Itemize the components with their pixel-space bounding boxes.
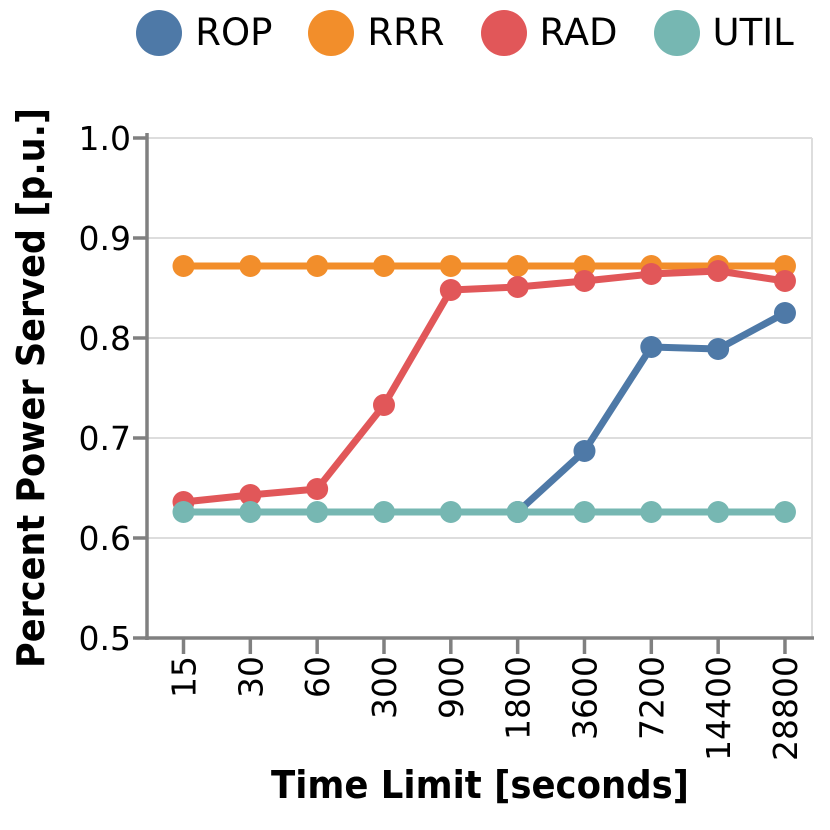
chart-generated: 0.5 0.6 0.7 0.8 0.9 1.0 15 30 60 300 900 1800 3600 72… [79, 119, 814, 761]
legend-label: UTIL [712, 11, 794, 54]
data-point-RAD [773, 270, 796, 292]
data-point-RAD [640, 263, 663, 285]
data-point-RAD [707, 260, 730, 282]
y-tick-label: 0.9 [79, 219, 131, 258]
data-point-RAD [372, 394, 395, 416]
x-tick-label: 28800 [766, 656, 805, 761]
legend-item-RRR: RRR [308, 10, 445, 56]
data-point-RAD [573, 270, 596, 292]
legend-label: RAD [539, 11, 618, 54]
data-point-ROP [573, 440, 596, 462]
data-point-UTIL [306, 501, 329, 523]
data-point-UTIL [640, 501, 663, 523]
x-axis-label: Time Limit [seconds] [271, 763, 689, 807]
y-axis-label: Percent Power Served [p.u.] [9, 108, 53, 668]
legend-label: RRR [367, 11, 445, 54]
x-tick-label: 14400 [699, 656, 738, 761]
data-point-ROP [640, 336, 663, 358]
legend-swatch-ROP [136, 10, 183, 56]
data-point-RAD [239, 484, 262, 506]
data-point-RRR [439, 255, 462, 277]
data-point-UTIL [573, 501, 596, 523]
legend-label: ROP [195, 11, 273, 54]
data-point-RRR [239, 255, 262, 277]
data-point-RAD [306, 478, 329, 500]
y-tick-label: 0.8 [79, 319, 131, 358]
data-point-UTIL [439, 501, 462, 523]
legend-swatch-RAD [480, 10, 527, 56]
series-line-RAD [180, 267, 789, 506]
data-point-RRR [506, 255, 529, 277]
x-tick-label: 300 [365, 656, 404, 719]
legend-swatch-UTIL [653, 10, 700, 56]
legend-item-UTIL: UTIL [653, 10, 794, 56]
x-tick-label: 15 [165, 656, 204, 698]
legend-swatch-RRR [308, 10, 355, 56]
data-point-UTIL [372, 501, 395, 523]
x-tick-label: 3600 [565, 656, 604, 740]
data-point-UTIL [506, 501, 529, 523]
x-tick-label: 900 [432, 656, 471, 719]
data-point-RAD [439, 279, 462, 301]
data-point-ROP [773, 302, 796, 324]
data-point-RRR [372, 255, 395, 277]
x-tick-label: 30 [231, 656, 270, 698]
x-tick-label: 1800 [499, 656, 538, 740]
data-point-RAD [506, 276, 529, 298]
y-tick-label: 1.0 [79, 119, 131, 158]
data-point-UTIL [172, 501, 195, 523]
y-tick-label: 0.7 [79, 419, 131, 458]
data-point-UTIL [773, 501, 796, 523]
data-point-ROP [707, 338, 730, 360]
data-point-UTIL [239, 501, 262, 523]
legend-item-ROP: ROP [136, 10, 272, 56]
data-point-UTIL [707, 501, 730, 523]
data-point-RRR [306, 255, 329, 277]
data-point-RRR [172, 255, 195, 277]
y-tick-label: 0.6 [79, 519, 131, 558]
x-tick-label: 7200 [632, 656, 671, 740]
legend-item-RAD: RAD [480, 10, 618, 56]
y-tick-label: 0.5 [79, 619, 131, 658]
legend: ROP RRR RAD UTIL [50, 10, 830, 56]
x-tick-label: 60 [298, 656, 337, 698]
